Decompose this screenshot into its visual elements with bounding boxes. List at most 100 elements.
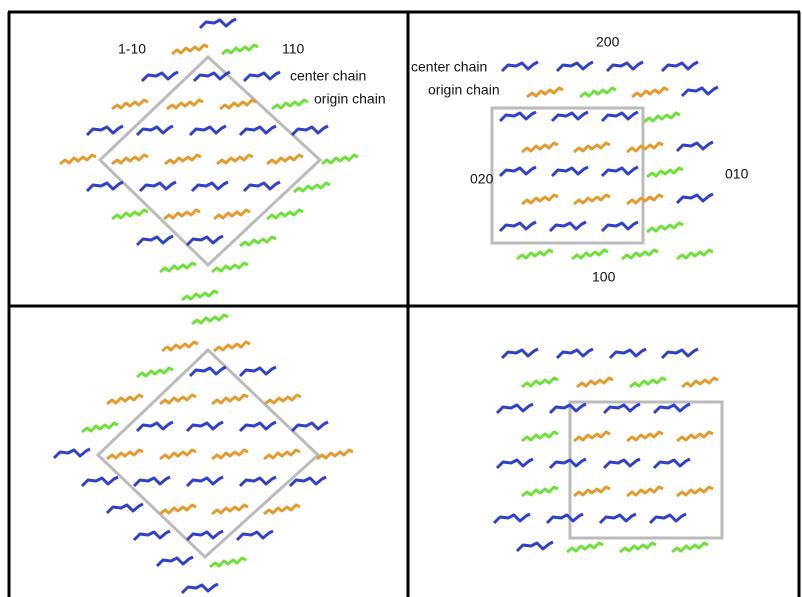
chain [160,505,196,514]
chain [214,342,250,351]
chain [580,88,616,97]
chain [610,349,646,358]
chain [160,450,196,459]
chain [160,395,196,404]
chain [212,263,248,272]
chain [677,142,713,151]
label: 200 [596,34,620,50]
label: center chain [290,68,366,84]
chain [517,250,553,259]
chain [292,126,328,135]
chain [54,449,90,458]
chain [112,155,148,164]
chain [620,543,656,552]
chain [240,237,276,246]
chain [87,182,123,191]
chain [647,168,683,177]
chain [267,210,303,219]
chain [502,62,538,71]
chain [604,404,640,413]
chain [87,126,123,135]
chain [244,182,280,191]
chain [550,222,586,231]
chain [527,88,563,97]
chain [567,543,603,552]
chain [650,514,686,523]
chain [500,222,536,231]
chain [522,195,558,204]
chain [677,487,713,496]
chain [187,236,223,245]
chain [82,423,118,432]
label: 110 [282,41,305,57]
page: 1-10 110 center chain origin chain 200 c… [0,0,802,597]
chain [272,100,308,109]
chain [107,504,143,513]
chain [317,450,353,459]
chain [647,223,683,232]
chain [214,210,250,219]
chain [497,404,533,413]
chain [192,182,228,191]
chain [602,222,638,231]
unit-cell [570,402,722,538]
chain [627,143,663,152]
chain [294,183,330,192]
chain [190,126,226,135]
chain [604,459,640,468]
chain [160,263,196,272]
label: 100 [592,269,616,285]
chain [550,459,586,468]
chain [267,155,303,164]
chain [574,432,610,441]
chain [522,378,558,387]
chain [60,155,96,164]
chain [654,459,690,468]
chain [630,378,666,387]
chain [212,505,248,514]
chain [222,45,258,54]
chain [494,514,530,523]
chain [550,404,586,413]
chain [677,432,713,441]
chain [574,195,610,204]
chain [682,87,718,96]
chain [240,126,276,135]
chain [142,72,178,81]
chain [137,422,173,431]
chain [644,113,680,122]
chain [552,167,588,176]
chain [627,432,663,441]
chain [182,584,218,593]
chain [552,112,588,121]
chain [240,422,276,431]
figure: 1-10 110 center chain origin chain 200 c… [0,0,802,597]
chain [244,72,280,81]
chain [502,349,538,358]
chain [240,367,276,376]
chain [627,487,663,496]
label: 020 [470,171,494,187]
chain [237,531,273,540]
chain [165,155,201,164]
label: 010 [725,166,749,182]
chain [264,505,300,514]
chain [137,236,173,245]
chain [265,395,301,404]
chain [140,182,176,191]
chain [162,342,198,351]
chain [134,477,170,486]
label: 1-10 [118,41,146,57]
chain [220,100,256,109]
chain [662,62,698,71]
chain [602,112,638,121]
chain [672,543,708,552]
chain [547,514,583,523]
chain [200,19,236,28]
chain [192,315,228,324]
chain [500,167,536,176]
chain [602,167,638,176]
chain [662,349,698,358]
chain [627,195,663,204]
chain [677,250,713,259]
